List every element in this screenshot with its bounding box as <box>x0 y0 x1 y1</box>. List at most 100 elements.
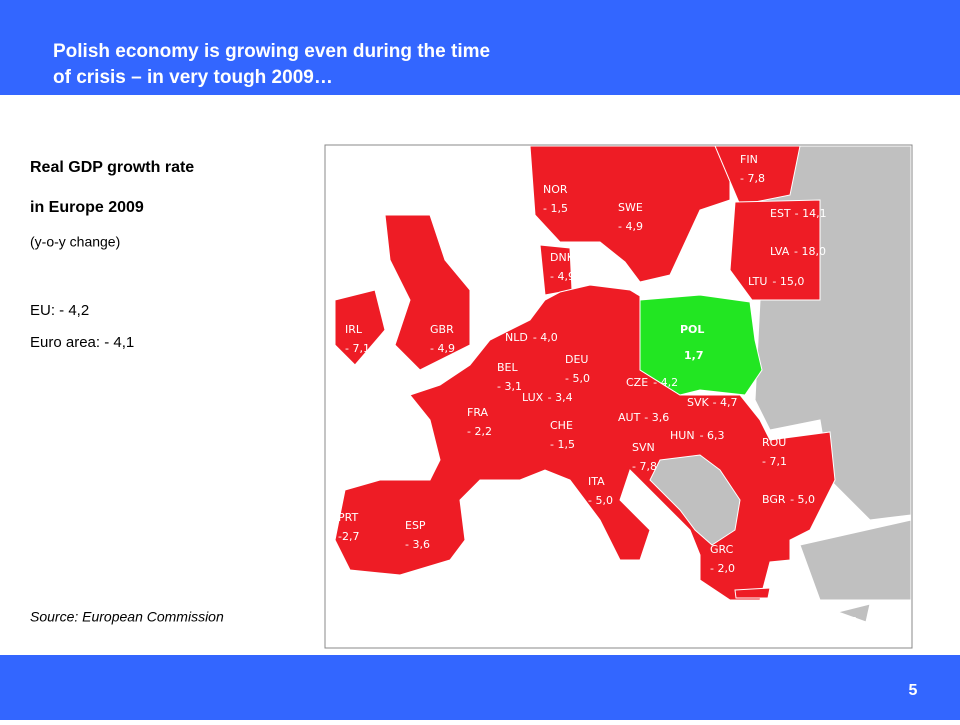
header-bar <box>0 0 960 95</box>
country-code: SWE <box>618 201 643 214</box>
footer-bar <box>0 655 960 720</box>
growth-value: - 3,1 <box>497 380 522 393</box>
growth-value: - 4,2 <box>653 376 678 389</box>
growth-value: - 7,1 <box>345 342 370 355</box>
growth-value: - 2,2 <box>467 425 492 438</box>
country-label: CHE - 1,5 <box>550 419 575 451</box>
growth-value: - 4,9 <box>618 220 643 233</box>
country-code: IRL <box>345 323 363 336</box>
country-code: DEU <box>565 353 588 366</box>
stat: EU: - 4,2 <box>30 302 89 319</box>
growth-value: - 7,8 <box>740 172 765 185</box>
country-code: LTU <box>748 275 767 288</box>
country-label: LTU - 15,0 <box>748 275 804 288</box>
country-code: FIN <box>740 153 758 166</box>
growth-value: - 1,5 <box>550 438 575 451</box>
country-code: POL <box>680 323 704 336</box>
country-code: LVA <box>770 245 790 258</box>
country-label: FIN - 7,8 <box>740 153 765 185</box>
country-label: LVA - 18,0 <box>770 245 826 258</box>
growth-value: - 14,1 <box>795 207 827 220</box>
country-label: AUT - 3,6 <box>618 411 669 424</box>
country-label: GBR - 4,9 <box>430 323 455 355</box>
growth-value: - 3,6 <box>644 411 669 424</box>
growth-value: - 7,8 <box>632 460 657 473</box>
country <box>334 289 386 366</box>
country-label: FRA - 2,2 <box>467 406 492 438</box>
growth-value: 1,7 <box>684 349 704 362</box>
country-code: NOR <box>543 183 568 196</box>
country-code: ESP <box>405 519 426 532</box>
growth-value: - 4,7 <box>713 396 738 409</box>
title: of crisis – in very tough 2009… <box>53 67 333 88</box>
map: FIN - 7,8 NOR - 1,5 SWE - 4,9 EST - 14,1 LVA - 18… <box>324 144 913 649</box>
growth-value: - 3,4 <box>548 391 573 404</box>
country-label: ESP - 3,6 <box>405 519 430 551</box>
country-label: LUX - 3,4 <box>522 391 573 404</box>
growth-value: - 5,0 <box>588 494 613 507</box>
country-code: LUX <box>522 391 544 404</box>
country-code: SVK <box>687 396 710 409</box>
growth-value: - 15,0 <box>772 275 804 288</box>
country <box>384 214 471 371</box>
country-label: ROU - 7,1 <box>762 436 787 468</box>
title: Polish economy is growing even during th… <box>53 41 490 62</box>
growth-value: - 5,0 <box>565 372 590 385</box>
country-code: HUN <box>670 429 695 442</box>
country-label: SVK - 4,7 <box>687 396 738 409</box>
growth-value: - 2,0 <box>710 562 735 575</box>
country-label: PRT -2,7 <box>338 511 359 543</box>
country-label: SWE - 4,9 <box>618 201 643 233</box>
country-code: SVN <box>632 441 655 454</box>
growth-value: - 5,0 <box>790 493 815 506</box>
country-label: HUN - 6,3 <box>670 429 725 442</box>
country-label: BGR - 5,0 <box>762 493 815 506</box>
country-label: BEL - 3,1 <box>497 361 522 393</box>
growth-value: -2,7 <box>338 530 359 543</box>
country-label: SVN - 7,8 <box>632 441 657 473</box>
growth-value: - 6,3 <box>700 429 725 442</box>
country-label: DEU - 5,0 <box>565 353 590 385</box>
growth-value: - 7,1 <box>762 455 787 468</box>
country <box>729 199 821 301</box>
source: Source: European Commission <box>30 609 224 625</box>
country <box>714 145 801 206</box>
country-code: ITA <box>588 475 605 488</box>
country-code: BEL <box>497 361 518 374</box>
country-code: GRC <box>710 543 734 556</box>
land <box>836 603 871 623</box>
country-code: AUT <box>618 411 641 424</box>
country-code: NLD <box>505 331 528 344</box>
country-code: EST <box>770 207 791 220</box>
heading: in Europe 2009 <box>30 199 144 216</box>
country-code: CYP <box>806 615 827 628</box>
stat: Euro area: - 4,1 <box>30 334 134 351</box>
country-label: ITA - 5,0 <box>588 475 613 507</box>
heading: Real GDP growth rate <box>30 159 194 176</box>
country-code: BGR <box>762 493 786 506</box>
country-label: NOR - 1,5 <box>543 183 568 215</box>
country-label: NLD - 4,0 <box>505 331 558 344</box>
country-code: CHE <box>550 419 573 432</box>
country-label: CYP - 1,7 <box>806 615 857 628</box>
country-code: FRA <box>467 406 489 419</box>
growth-value: - 1,5 <box>543 202 568 215</box>
country-label: CZE - 4,2 <box>626 376 678 389</box>
country-label: IRL - 7,1 <box>345 323 370 355</box>
country <box>734 587 771 599</box>
country-label: GRC - 2,0 <box>710 543 735 575</box>
land <box>649 454 741 546</box>
growth-value: - 1,7 <box>832 615 857 628</box>
growth-value: - 4,9 <box>550 270 575 283</box>
country-code: CZE <box>626 376 648 389</box>
land <box>799 519 912 601</box>
country-poland <box>639 294 763 396</box>
country-code: GBR <box>430 323 454 336</box>
country-label: EST - 14,1 <box>770 207 827 220</box>
growth-value: - 3,6 <box>405 538 430 551</box>
country-label: POL 1,7 <box>680 323 704 362</box>
country-code: PRT <box>338 511 358 524</box>
country-code: DNK <box>550 251 575 264</box>
